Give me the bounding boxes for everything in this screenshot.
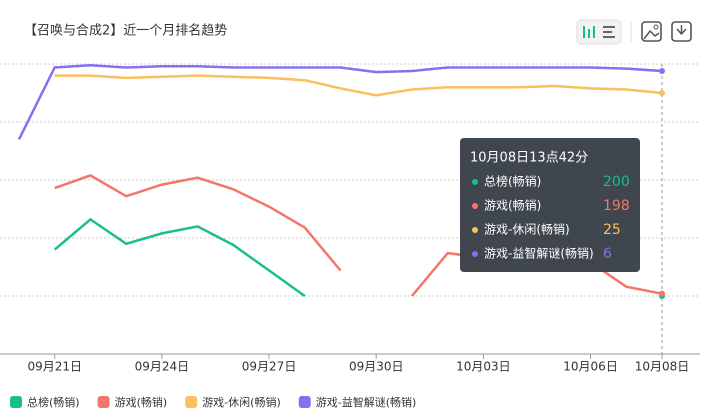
legend-label: 游戏(畅销) [115,395,168,409]
legend-label: 游戏-休闲(畅销) [202,395,281,409]
hover-point [659,67,665,74]
tooltip-dot [472,179,478,185]
tooltip-name: 游戏-休闲(畅销) [484,223,570,237]
tooltip-dot [472,203,478,209]
tooltip-title: 10月08日13点42分 [470,151,588,166]
series-line [54,74,663,97]
legend-swatch [97,396,110,408]
image-button[interactable] [641,21,662,42]
tooltip-dot [472,251,478,257]
x-tick-label: 10月06日 [563,360,618,374]
tooltip-value: 198 [603,198,630,214]
tooltip-name: 游戏-益智解谜(畅销) [484,246,594,261]
legend-swatch [10,396,22,408]
toolbar[interactable] [576,19,692,45]
hover-point [659,90,665,96]
x-tick-label: 09月21日 [27,360,82,374]
x-tick-label: 10月03日 [456,360,511,374]
legend-swatch [185,396,198,408]
tooltip-value: 200 [603,174,630,190]
x-tick-label: 09月30日 [349,360,404,374]
tooltip-name: 总榜(畅销) [484,174,541,189]
x-tick-label: 09月24日 [135,360,190,374]
tooltip-dot [472,227,478,233]
hover-point [659,290,665,297]
legend-label: 总榜(畅销) [27,395,80,409]
tooltip-name: 游戏(畅销) [484,199,541,213]
series-line [17,63,663,140]
chart-title: 【召唤与合成2】近一个月排名趋势 [24,23,227,39]
tooltip-value: 6 [603,246,612,262]
x-tick-label: 10月08日 [635,360,690,374]
x-tick-label: 09月27日 [242,360,297,374]
download-button[interactable] [671,21,692,42]
legend-swatch [298,396,311,408]
tooltip-box [460,138,640,272]
legend-label: 游戏-益智解谜(畅销) [316,395,417,409]
tooltip-value: 25 [603,222,621,238]
